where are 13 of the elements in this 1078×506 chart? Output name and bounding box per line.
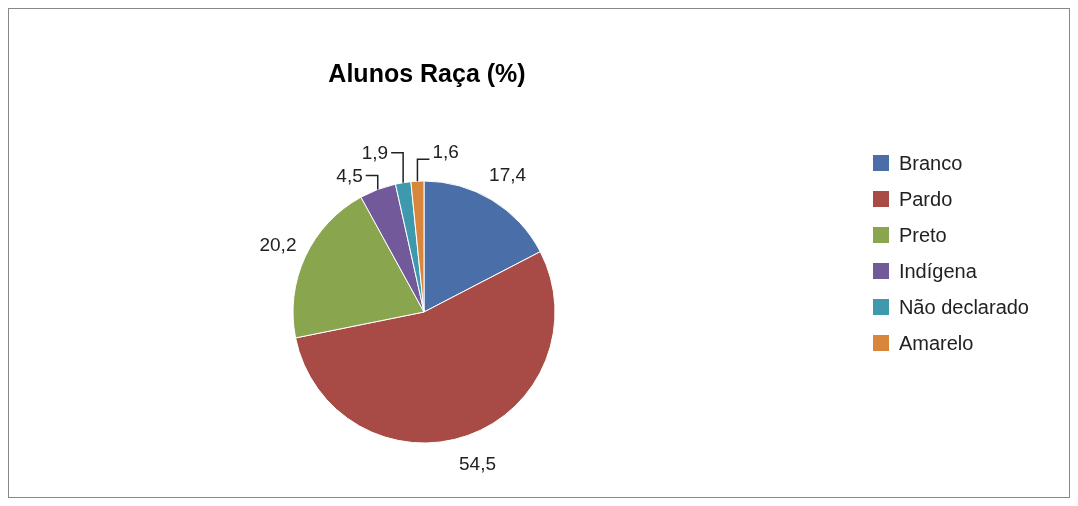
legend-label: Branco [898,151,963,176]
legend-label: Indígena [898,259,977,284]
data-label: 20,2 [259,233,297,255]
data-label: 17,4 [489,163,527,185]
data-label: 1,6 [432,140,459,162]
chart-title: Alunos Raça (%) [327,59,527,88]
legend-label: Amarelo [898,331,974,356]
data-label: 54,5 [459,453,497,475]
legend-label: Preto [898,223,947,248]
legend-label: Pardo [898,187,953,212]
data-label: 1,9 [361,142,389,164]
legend-label: Não declarado [898,295,1029,320]
data-label: 4,5 [336,164,363,186]
